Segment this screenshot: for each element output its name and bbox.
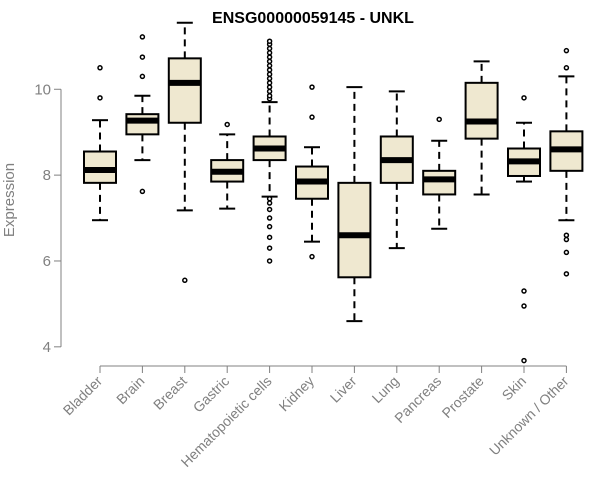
outlier-point — [224, 121, 230, 128]
x-tick-label: Lung — [369, 373, 402, 406]
x-tick-label: Breast — [150, 373, 190, 413]
x-tick-label: Bladder — [60, 373, 106, 419]
outlier-point — [266, 54, 273, 60]
box-0 — [83, 65, 117, 222]
outlier-point — [266, 71, 273, 77]
outlier-point — [139, 34, 146, 40]
outlier-point — [521, 288, 527, 294]
box-10 — [507, 95, 541, 364]
outlier-point — [521, 95, 527, 101]
box-rect — [167, 57, 202, 124]
outlier-point — [266, 50, 273, 56]
x-tick-label: Liver — [327, 373, 360, 406]
outlier-point — [521, 357, 527, 364]
outlier-point — [436, 116, 442, 123]
outlier-point — [266, 245, 273, 251]
box-3 — [210, 121, 245, 210]
x-tick-label: Kidney — [276, 373, 318, 415]
outlier-point — [139, 54, 146, 60]
box-rect — [464, 81, 499, 140]
box-2 — [167, 21, 202, 284]
outlier-point — [563, 232, 570, 238]
outlier-point — [563, 249, 570, 256]
box-8 — [422, 116, 457, 230]
outlier-point — [139, 73, 146, 80]
outlier-point — [266, 200, 273, 206]
outlier-point — [266, 92, 273, 99]
outlier-point — [563, 47, 570, 54]
outlier-point — [266, 223, 273, 230]
outlier-point — [266, 62, 273, 69]
outlier-point — [266, 45, 273, 52]
box-rect — [125, 113, 160, 136]
boxes — [83, 21, 584, 364]
outlier-point — [139, 188, 146, 195]
outlier-point — [563, 236, 570, 243]
y-tick-label-8: 8 — [43, 167, 51, 184]
outlier-point — [563, 271, 570, 277]
box-rect — [422, 169, 457, 196]
outlier-point — [266, 215, 273, 221]
outlier-point — [309, 253, 315, 260]
outlier-point — [97, 65, 103, 71]
outlier-point — [266, 206, 273, 213]
x-tick-label: Pancreas — [391, 373, 444, 426]
box-1 — [125, 34, 160, 195]
box-4 — [252, 38, 287, 264]
outlier-point — [266, 80, 273, 86]
box-9 — [464, 60, 499, 196]
box-7 — [379, 90, 414, 250]
outlier-point — [182, 277, 188, 284]
outlier-point — [266, 38, 273, 44]
y-tick-label-4: 4 — [43, 339, 51, 356]
y-tick-label-10: 10 — [34, 81, 51, 98]
outlier-point — [266, 84, 273, 90]
outlier-point — [309, 114, 315, 120]
outlier-point — [309, 84, 315, 90]
box-6 — [337, 86, 372, 323]
outlier-point — [266, 67, 273, 73]
x-tick-label: Brain — [113, 373, 147, 407]
outlier-point — [266, 75, 273, 82]
x-tick-label: Unknown / Other — [486, 373, 572, 459]
outlier-point — [266, 58, 273, 65]
x-tick-label: Skin — [499, 373, 530, 404]
outlier-point — [521, 303, 527, 309]
x-tick-label: Prostate — [439, 373, 487, 421]
y-axis-label: Expression — [1, 163, 18, 237]
outlier-point — [563, 65, 570, 71]
box-5 — [295, 84, 329, 260]
outlier-point — [266, 195, 273, 202]
outlier-point — [266, 234, 273, 241]
box-11 — [549, 47, 584, 277]
y-tick-label-6: 6 — [43, 253, 51, 270]
box-rect — [337, 181, 372, 279]
outlier-point — [97, 95, 103, 101]
chart-title: ENSG00000059145 - UNKL — [212, 10, 414, 27]
outlier-point — [266, 258, 273, 264]
outlier-point — [266, 88, 273, 95]
